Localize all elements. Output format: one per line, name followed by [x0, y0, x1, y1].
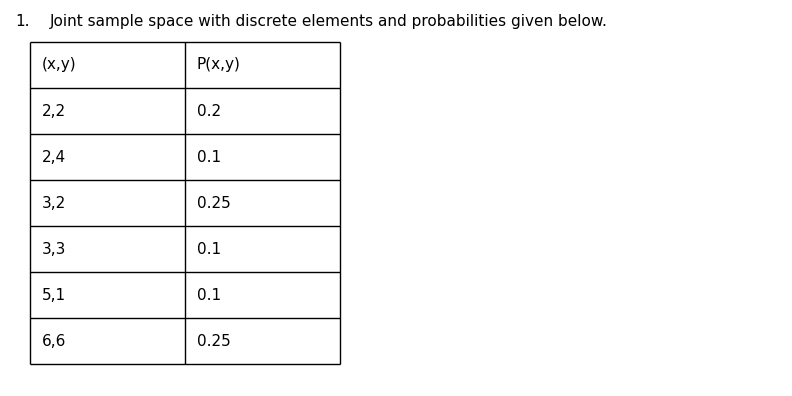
- Text: 0.25: 0.25: [197, 196, 230, 211]
- Text: 0.1: 0.1: [197, 242, 221, 257]
- Text: 2,4: 2,4: [42, 150, 66, 164]
- Text: 0.2: 0.2: [197, 103, 221, 118]
- Text: (x,y): (x,y): [42, 57, 77, 72]
- Text: Joint sample space with discrete elements and probabilities given below.: Joint sample space with discrete element…: [50, 14, 608, 29]
- Text: P(x,y): P(x,y): [197, 57, 241, 72]
- Text: 6,6: 6,6: [42, 333, 67, 348]
- Text: 0.25: 0.25: [197, 333, 230, 348]
- Text: 2,2: 2,2: [42, 103, 66, 118]
- Text: 0.1: 0.1: [197, 150, 221, 164]
- Text: 1.: 1.: [15, 14, 29, 29]
- Text: 3,3: 3,3: [42, 242, 67, 257]
- Text: 3,2: 3,2: [42, 196, 67, 211]
- Text: 0.1: 0.1: [197, 287, 221, 303]
- Text: 5,1: 5,1: [42, 287, 66, 303]
